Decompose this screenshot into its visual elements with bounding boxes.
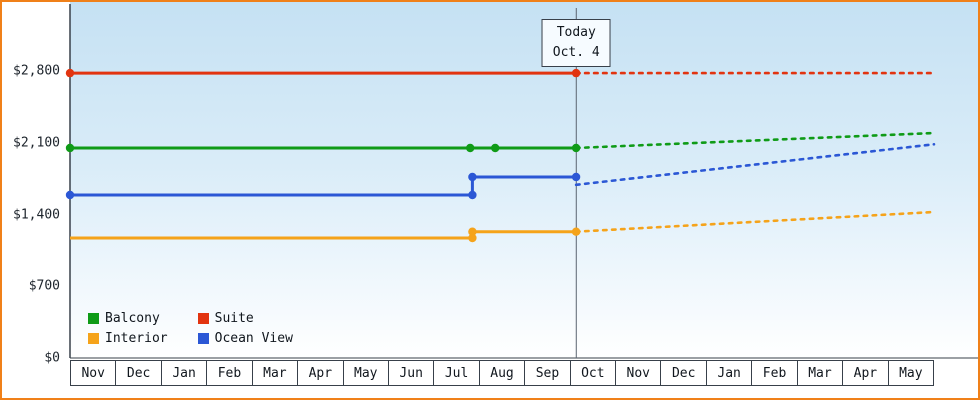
series-suite-point <box>571 68 581 78</box>
legend-item-suite: Suite <box>197 311 293 326</box>
month-cell: Jan <box>162 361 208 385</box>
month-cell: Jun <box>389 361 435 385</box>
series-balcony-point <box>491 143 500 153</box>
legend-label: Suite <box>214 311 254 326</box>
legend-label: Interior <box>105 331 168 346</box>
series-ocean-view-point <box>468 172 477 182</box>
month-cell: Sep <box>525 361 571 385</box>
series-interior-point <box>468 233 477 243</box>
month-cell: Aug <box>480 361 526 385</box>
y-axis-label: $2,800 <box>13 63 60 79</box>
month-cell: Feb <box>207 361 253 385</box>
series-balcony-forecast-line <box>574 131 936 150</box>
series-ocean-view-forecast-line <box>574 143 936 187</box>
legend-swatch-interior <box>88 333 99 344</box>
series-interior-point <box>571 227 581 236</box>
plot-background <box>70 2 978 359</box>
series-interior-history-line <box>70 230 577 240</box>
month-cell: Mar <box>798 361 844 385</box>
today-box-date: Oct. 4 <box>552 45 600 61</box>
month-cell: Jan <box>707 361 753 385</box>
y-axis-labels: $0 $700 $1,400 $2,100 $2,800 <box>2 2 64 398</box>
legend-item-balcony: Balcony <box>88 311 168 326</box>
legend-item-ocean-view: Ocean View <box>197 331 293 346</box>
series-ocean-view-point <box>65 190 75 200</box>
month-cell: Apr <box>843 361 889 385</box>
month-cell: Nov <box>616 361 662 385</box>
today-box: Today Oct. 4 <box>541 19 611 68</box>
y-axis-label: $0 <box>44 350 60 366</box>
legend-label: Balcony <box>105 311 160 326</box>
series-ocean-view-point <box>571 172 581 182</box>
y-axis-label: $2,100 <box>13 135 60 151</box>
month-axis: Nov Dec Jan Feb Mar Apr May Jun Jul Aug Sep Oct Nov D… <box>70 360 934 386</box>
series-ocean-view-history-line <box>70 175 577 197</box>
y-axis-label: $700 <box>28 278 60 294</box>
legend: Balcony Suite Interior Ocean View <box>88 311 293 346</box>
month-cell: Jul <box>434 361 480 385</box>
month-cell: Mar <box>253 361 299 385</box>
legend-item-interior: Interior <box>88 331 168 346</box>
month-cell: May <box>899 365 923 381</box>
series-balcony-point <box>65 143 75 153</box>
month-cell: Dec <box>661 361 707 385</box>
month-cell: Oct <box>571 361 617 385</box>
series-balcony-point <box>571 143 581 153</box>
month-cell: Dec <box>116 361 162 385</box>
series-ocean-view-point <box>468 190 477 200</box>
legend-swatch-suite <box>197 313 209 324</box>
legend-label: Ocean View <box>214 331 293 346</box>
month-cell: May <box>344 361 389 385</box>
month-cell: Feb <box>752 361 798 385</box>
today-box-title: Today <box>556 25 596 40</box>
series-interior-point <box>468 227 477 236</box>
y-axis-label: $1,400 <box>13 207 60 222</box>
series-suite-point <box>65 68 75 78</box>
month-cell: Apr <box>298 361 344 385</box>
series-balcony-point <box>466 143 475 153</box>
month-cell: Nov <box>71 361 117 385</box>
legend-swatch-balcony <box>88 313 99 324</box>
legend-swatch-ocean-view <box>197 333 209 344</box>
series-interior-forecast-line <box>574 210 936 233</box>
